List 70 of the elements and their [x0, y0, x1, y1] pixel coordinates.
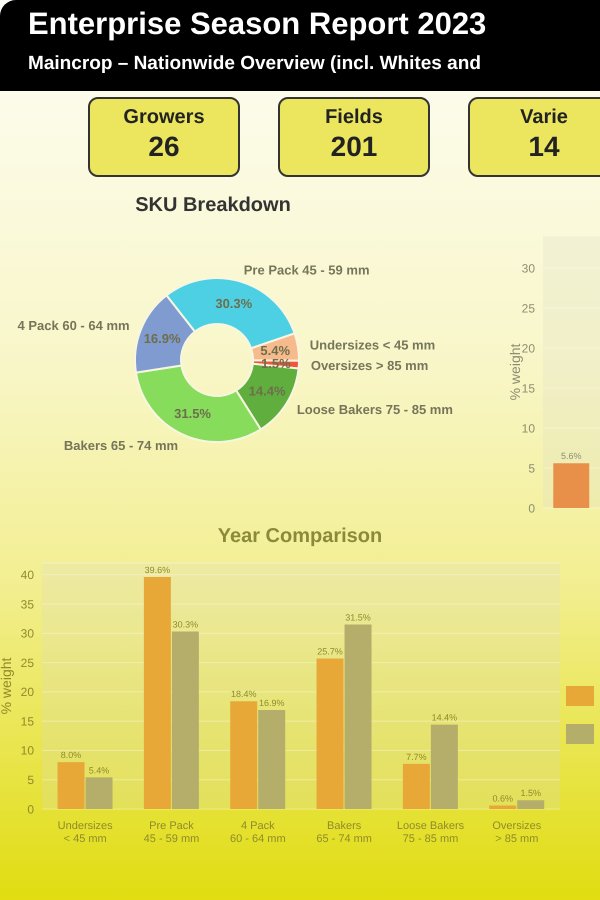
bar	[144, 577, 171, 809]
data-label: 25.7%	[317, 646, 343, 656]
bar	[86, 777, 113, 809]
y-tick-label: 20	[20, 685, 34, 700]
bar	[316, 658, 344, 809]
text: Enterprise Season Report 2023	[28, 6, 486, 42]
data-label: 1.5%	[520, 788, 541, 798]
y-tick-label: 0	[528, 501, 536, 516]
text: 201	[330, 131, 378, 163]
slice-label: Bakers 65 - 74 mm	[64, 438, 178, 454]
data-label: 5.4%	[260, 343, 290, 358]
slice-label: Pre Pack 45 - 59 mm	[244, 262, 370, 278]
x-tick-label: Oversizes > 85 mm	[492, 820, 542, 845]
data-label: 16.9%	[144, 330, 181, 346]
x-tick-label: Pre Pack 45 - 59 mm	[144, 820, 200, 845]
category-label: Growers	[122, 106, 206, 129]
y-tick-label: 10	[20, 744, 34, 758]
text: 14	[527, 131, 561, 163]
slice-label: Undersizes < 45 mm	[310, 337, 436, 352]
data-label: 30.3%	[215, 296, 253, 311]
data-label: 16.9%	[258, 698, 284, 708]
x-tick-label: Loose Bakers 75 - 85 mm	[396, 820, 465, 845]
text: Maincrop – Nationwide Overview (incl. Whites and	[28, 53, 481, 75]
x-tick-label: Bakers 65 - 74 mm	[316, 820, 372, 845]
y-tick-label: 20	[522, 341, 536, 356]
data-label: 5.6%	[561, 451, 582, 462]
chart-title: Year Comparison	[216, 525, 384, 548]
category-label: Fields	[324, 106, 384, 129]
y-tick-label: 10	[522, 421, 536, 436]
bar	[230, 701, 258, 809]
y-tick-label: 5	[27, 772, 34, 787]
data-label: 14.4%	[432, 712, 458, 723]
slice-label: Loose Bakers 75 - 85 mm	[296, 402, 453, 418]
x-tick-label: Undersizes < 45 mm	[58, 820, 114, 845]
bar	[344, 624, 372, 809]
y-tick-label: 35	[20, 597, 34, 612]
bar	[489, 805, 516, 809]
data-label: 39.6%	[144, 565, 170, 576]
text: 26	[147, 131, 181, 163]
data-label: 31.5%	[345, 612, 371, 622]
y-axis-title: % weight	[0, 657, 14, 714]
y-tick-label: 15	[20, 714, 34, 728]
slice-label: Oversizes > 85 mm	[310, 358, 428, 373]
y-axis-title: % weight	[506, 343, 523, 400]
data-label: 0.6%	[492, 793, 513, 804]
bar	[430, 724, 458, 809]
data-label: 30.3%	[172, 620, 198, 630]
bar	[172, 632, 199, 809]
category-label: Varie	[519, 106, 569, 129]
bar	[517, 800, 544, 809]
data-label: 31.5%	[174, 406, 212, 422]
slice-label: 4 Pack 60 - 64 mm	[18, 318, 130, 333]
bar	[258, 710, 286, 809]
data-label: 7.7%	[406, 752, 427, 762]
y-tick-label: 0	[27, 802, 34, 816]
data-label: 8.0%	[60, 750, 82, 760]
y-tick-label: 5	[528, 461, 536, 476]
data-label: 14.4%	[248, 384, 286, 399]
y-tick-label: 25	[20, 656, 34, 670]
data-label: 5.4%	[88, 765, 110, 776]
y-tick-label: 25	[522, 301, 536, 316]
data-label: 18.4%	[230, 689, 256, 700]
y-tick-label: 15	[522, 381, 536, 396]
y-tick-label: 40	[20, 568, 34, 582]
y-tick-label: 30	[20, 626, 34, 641]
bar	[58, 762, 85, 809]
chart-title: SKU Breakdown	[134, 194, 292, 217]
y-tick-label: 30	[522, 261, 536, 276]
bar	[402, 764, 430, 809]
x-tick-label: 4 Pack 60 - 64 mm	[230, 820, 286, 845]
